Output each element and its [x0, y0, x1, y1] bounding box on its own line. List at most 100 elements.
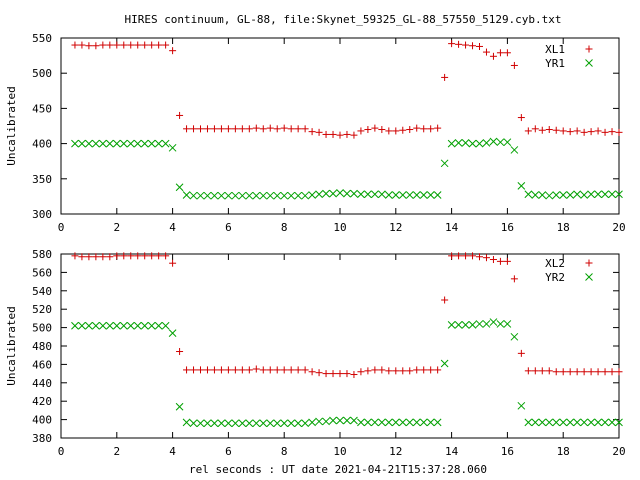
data-point-xl1 [190, 125, 198, 133]
data-point-yr2 [308, 418, 316, 427]
x-tick-label: 12 [389, 445, 402, 458]
data-point-xl2 [538, 367, 546, 375]
data-point-yr1 [252, 191, 261, 200]
data-point-yr1 [224, 191, 233, 200]
data-point-xl1 [594, 127, 602, 135]
data-point-yr2 [615, 418, 623, 427]
data-point-xl1 [203, 125, 211, 133]
data-point-xl1 [350, 131, 358, 139]
data-point-yr2 [475, 320, 484, 328]
data-point-xl2 [162, 252, 170, 260]
data-point-yr2 [78, 321, 86, 330]
data-point-xl2 [399, 367, 407, 375]
data-point-xl1 [273, 125, 281, 133]
data-point-yr1 [126, 139, 135, 148]
data-point-xl2 [615, 368, 623, 376]
x-tick-label: 4 [169, 221, 176, 234]
data-point-yr1 [217, 191, 226, 200]
data-point-xl2 [566, 368, 574, 376]
data-point-yr1 [405, 191, 414, 199]
data-point-xl1 [217, 125, 225, 133]
data-point-xl1 [399, 126, 407, 134]
data-point-yr2 [196, 419, 205, 428]
data-point-yr2 [531, 418, 540, 427]
data-point-xl2 [489, 256, 497, 264]
data-point-yr2 [210, 419, 219, 428]
data-point-yr1 [608, 190, 616, 199]
data-point-yr1 [398, 191, 407, 199]
legend-marker-xl2 [585, 259, 593, 267]
data-point-xl2 [385, 367, 393, 375]
data-point-xl1 [441, 73, 449, 81]
y-tick-label: 480 [32, 340, 52, 353]
data-point-yr1 [545, 191, 554, 200]
data-point-xl1 [148, 41, 156, 49]
data-point-xl1 [489, 52, 497, 60]
data-point-yr1 [594, 190, 602, 199]
data-point-xl2 [462, 252, 470, 260]
data-point-yr2 [294, 419, 303, 428]
data-point-yr2 [315, 417, 323, 426]
data-point-yr2 [412, 418, 421, 427]
legend-label-yr1: YR1 [545, 57, 565, 70]
data-point-xl2 [420, 366, 428, 374]
data-point-xl2 [378, 366, 386, 374]
data-point-yr2 [377, 418, 386, 427]
data-point-xl2 [413, 366, 421, 374]
data-point-yr1 [412, 191, 421, 199]
data-point-yr1 [133, 139, 142, 148]
data-point-xl2 [273, 366, 281, 374]
x-tick-label: 18 [557, 445, 570, 458]
data-point-xl1 [266, 124, 274, 132]
data-point-yr2 [433, 418, 442, 427]
data-point-xl2 [357, 368, 365, 376]
data-point-xl1 [378, 126, 386, 134]
data-point-yr2 [203, 419, 212, 428]
data-point-yr1 [189, 191, 198, 200]
data-point-yr1 [245, 191, 254, 200]
data-point-xl2 [85, 253, 93, 261]
data-point-xl2 [287, 366, 295, 374]
data-point-xl2 [587, 368, 595, 376]
data-point-yr1 [510, 146, 519, 154]
data-point-yr1 [231, 191, 240, 200]
data-point-yr2 [182, 418, 191, 427]
data-point-xl2 [427, 366, 435, 374]
data-point-xl1 [601, 128, 609, 136]
data-point-xl1 [566, 128, 574, 136]
data-point-xl2 [266, 366, 274, 374]
plot-bottom: 380 400 420 440 460 480 500 520 540 560 580 0 2 4 6 8 1… [5, 248, 626, 458]
x-tick-label: 18 [557, 221, 570, 234]
data-point-xl1 [134, 41, 142, 49]
data-point-xl2 [371, 366, 379, 374]
y-tick-label: 300 [32, 208, 52, 221]
data-point-xl1 [517, 114, 525, 122]
legend-marker-yr1 [585, 59, 593, 67]
data-point-yr2 [175, 402, 184, 411]
data-point-xl2 [329, 370, 337, 378]
y-tick-label: 400 [32, 138, 52, 151]
data-point-yr1 [92, 139, 100, 148]
data-point-yr1 [503, 138, 512, 147]
data-point-xl1 [462, 41, 470, 49]
y-tick-label: 580 [32, 248, 52, 261]
data-point-xl2 [141, 252, 149, 260]
data-point-xl1 [99, 41, 107, 49]
data-point-yr2 [594, 418, 602, 427]
data-point-xl2 [350, 371, 358, 379]
data-point-yr2 [468, 320, 477, 329]
data-point-xl2 [448, 252, 456, 260]
data-point-yr1 [210, 191, 219, 200]
data-point-xl1 [434, 124, 442, 132]
data-point-yr1 [447, 139, 456, 148]
data-point-xl1 [155, 41, 163, 49]
data-point-yr1 [559, 191, 568, 199]
x-axis-label: rel seconds : UT date 2021-04-21T15:37:2… [189, 463, 487, 476]
data-point-yr2 [405, 418, 414, 427]
data-point-xl2 [503, 257, 511, 265]
data-point-yr1 [496, 138, 505, 147]
data-point-xl1 [224, 125, 232, 133]
data-point-yr2 [336, 416, 344, 425]
data-point-yr1 [203, 191, 212, 200]
